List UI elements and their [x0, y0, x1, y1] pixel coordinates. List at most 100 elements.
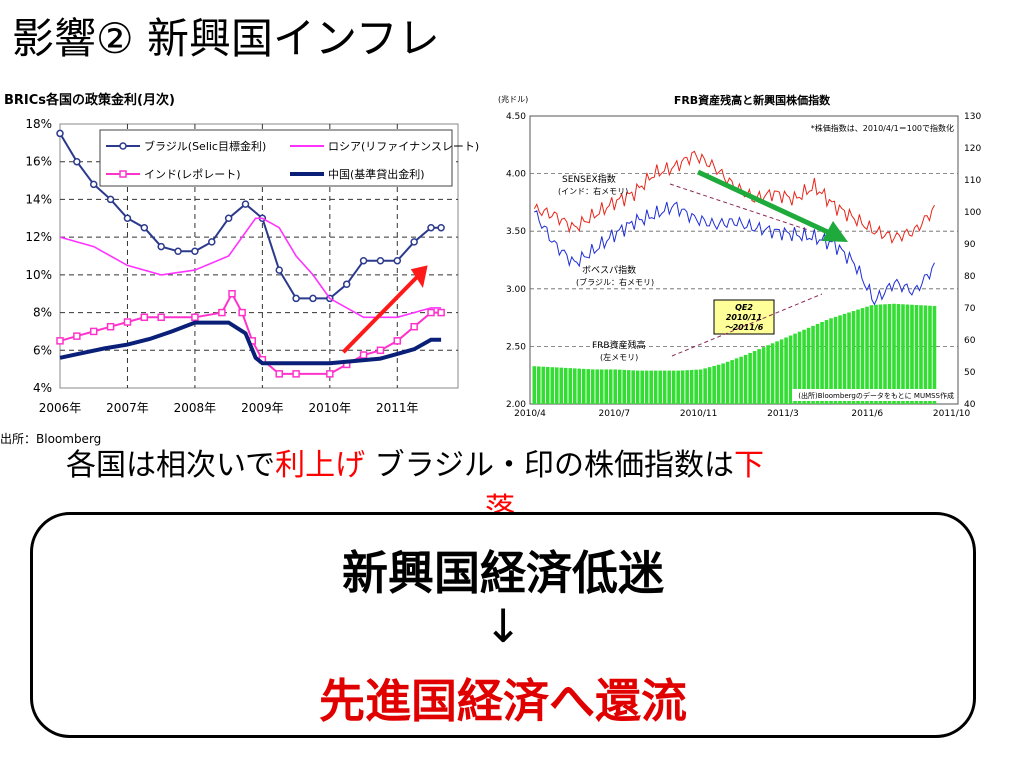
point-brazil — [89, 180, 98, 189]
frb-bar — [883, 304, 887, 404]
qe2-box — [713, 299, 775, 335]
frb-bar — [649, 370, 653, 404]
point-brazil — [393, 256, 402, 265]
frb-bar — [919, 305, 923, 404]
frb-bar — [689, 369, 694, 404]
chart2-x-tick: 2010/4 — [514, 409, 546, 419]
point-brazil — [140, 223, 149, 232]
chart2-y-left-tick: 4.00 — [506, 170, 526, 180]
frb-bar — [842, 313, 847, 404]
point-india — [228, 289, 236, 298]
chart2-note: *株価指数は、2010/4/1＝100で指数化 — [811, 123, 954, 133]
point-india — [410, 322, 418, 331]
chart1-y-tick: 4% — [33, 381, 52, 395]
chart1-y-tick: 14% — [25, 192, 52, 206]
frb-bar — [595, 369, 600, 404]
frb-bar — [662, 370, 667, 404]
frb-bar — [545, 366, 550, 404]
frb-bar — [793, 333, 797, 404]
frb-bar — [617, 369, 622, 404]
frb-bar — [829, 318, 833, 404]
frb-bar — [644, 370, 649, 404]
frb-bar — [712, 365, 716, 404]
chart2-y-right-tick: 50 — [964, 368, 976, 378]
frb-bar — [577, 368, 582, 404]
frb-bar — [586, 369, 591, 404]
frb-bar — [658, 370, 662, 404]
legend-label-china: 中国(基準貸出金利) — [328, 167, 425, 181]
frb-bar — [680, 370, 685, 404]
frb-bar — [536, 366, 541, 404]
point-india — [157, 313, 165, 322]
frb-bar — [901, 304, 905, 404]
label-sensex-sub: (インド：右メモリ) — [558, 186, 628, 196]
qe2-label-3: 〜2011/6 — [725, 323, 764, 332]
green-arrow-head — [822, 221, 848, 242]
frb-bar — [797, 331, 802, 404]
frb-bar — [757, 349, 761, 404]
frb-bar — [761, 347, 766, 404]
frb-bar — [766, 345, 770, 404]
chart2-y-right-tick: 100 — [964, 208, 981, 218]
chart1-legend — [99, 129, 453, 187]
chart1-y-tick: 8% — [33, 306, 52, 320]
chart1-y-tick: 16% — [25, 155, 52, 169]
point-india — [89, 327, 98, 336]
chart2-y-left-tick: 3.50 — [506, 227, 526, 237]
frb-bar — [568, 368, 573, 404]
frb-stock-chart: (兆ドル) FRB資産残高と新興国株価指数 4.50 4.00 3.50 3.00 2.50… — [492, 86, 992, 435]
caption: 各国は相次いで利上げ ブラジル・印の株価指数は下 — [66, 448, 966, 484]
frb-bar — [599, 369, 604, 404]
frb-bar — [725, 361, 730, 404]
point-brazil — [376, 256, 385, 265]
point-brazil — [174, 247, 182, 256]
chart2-x-tick: 2011/6 — [851, 409, 883, 419]
chart1-title: BRICs各国の政策金利(月次) — [4, 92, 175, 108]
point-brazil — [191, 247, 199, 256]
point-brazil — [427, 223, 435, 232]
point-india — [275, 370, 283, 378]
frb-bar — [671, 370, 676, 404]
chart1-red-arrow — [341, 271, 423, 354]
frb-bar — [635, 370, 640, 404]
frb-bar — [563, 367, 568, 404]
frb-bar — [788, 335, 793, 404]
point-india — [123, 318, 132, 326]
frb-bar — [626, 370, 631, 404]
frb-bar — [739, 356, 743, 404]
frb-bar — [811, 325, 815, 404]
point-brazil — [123, 214, 132, 223]
chart2-y-right-tick: 70 — [964, 304, 976, 314]
frb-bar — [779, 339, 784, 404]
legend-marker-brazil — [119, 142, 127, 150]
chart2-y-right-tick: 40 — [964, 400, 976, 410]
frb-bar — [581, 368, 586, 404]
frb-bar — [847, 312, 851, 404]
point-brazil — [208, 238, 216, 246]
chart1-y-tick: 18% — [25, 117, 52, 131]
conclusion-line1: 新興国経済低迷 — [342, 546, 664, 600]
point-india — [140, 313, 149, 322]
legend-label-india: インド(レポレート) — [144, 168, 241, 181]
frb-bar — [910, 304, 914, 404]
bovespa-line — [534, 201, 935, 306]
frb-bar — [734, 358, 739, 404]
point-brazil — [56, 129, 64, 138]
conclusion-line3: 先進国経済へ還流 — [319, 674, 687, 728]
point-brazil — [342, 280, 351, 289]
frb-bar — [703, 368, 707, 404]
label-frb: FRB資産残高 — [592, 339, 646, 351]
series-line-russia — [59, 217, 442, 319]
chart2-y-right-tick: 110 — [964, 176, 981, 186]
frb-bar — [784, 337, 788, 404]
chart1-y-tick: 10% — [25, 268, 52, 282]
chart2-unit-left: (兆ドル) — [498, 94, 528, 104]
point-brazil — [410, 238, 418, 246]
frb-bar — [775, 341, 779, 404]
point-brazil — [359, 256, 368, 265]
point-india — [326, 370, 334, 378]
point-brazil — [241, 200, 250, 208]
point-india — [238, 308, 246, 317]
bric-rates-svg: BRICs各国の政策金利(月次) 18% 16% 14% 12% 10% 8% 6% 4% 200… — [4, 92, 479, 415]
frb-bar — [613, 369, 618, 404]
